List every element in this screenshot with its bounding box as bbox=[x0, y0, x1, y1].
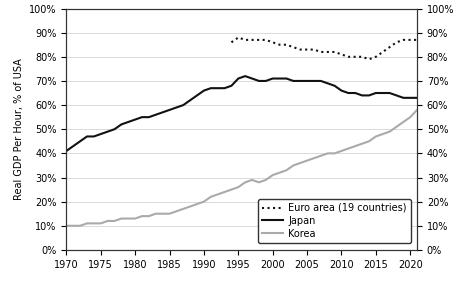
Euro area (19 countries) bbox=[270, 41, 275, 44]
Korea bbox=[414, 108, 420, 112]
Euro area (19 countries) bbox=[338, 53, 344, 56]
Euro area (19 countries) bbox=[283, 43, 289, 46]
Euro area (19 countries) bbox=[277, 43, 283, 46]
Euro area (19 countries) bbox=[291, 45, 296, 49]
Euro area (19 countries) bbox=[332, 50, 337, 54]
Korea bbox=[277, 171, 283, 174]
Line: Euro area (19 countries): Euro area (19 countries) bbox=[231, 37, 417, 59]
Korea bbox=[91, 222, 97, 225]
Korea bbox=[387, 130, 392, 133]
Japan bbox=[297, 79, 303, 83]
Euro area (19 countries) bbox=[407, 38, 413, 41]
Euro area (19 countries) bbox=[325, 50, 330, 54]
Line: Japan: Japan bbox=[66, 76, 417, 151]
Euro area (19 countries) bbox=[387, 45, 392, 49]
Korea bbox=[187, 205, 193, 208]
Japan bbox=[187, 99, 193, 102]
Euro area (19 countries) bbox=[373, 55, 379, 59]
Euro area (19 countries) bbox=[304, 48, 310, 51]
Japan bbox=[283, 77, 289, 80]
Euro area (19 countries) bbox=[249, 38, 255, 41]
Legend: Euro area (19 countries), Japan, Korea: Euro area (19 countries), Japan, Korea bbox=[258, 199, 410, 243]
Japan bbox=[393, 94, 399, 97]
Euro area (19 countries) bbox=[393, 41, 399, 44]
Euro area (19 countries) bbox=[263, 38, 269, 41]
Japan bbox=[414, 96, 420, 99]
Japan bbox=[91, 135, 97, 138]
Euro area (19 countries) bbox=[346, 55, 351, 59]
Euro area (19 countries) bbox=[359, 55, 365, 59]
Euro area (19 countries) bbox=[352, 55, 358, 59]
Euro area (19 countries) bbox=[242, 38, 248, 41]
Korea bbox=[291, 164, 296, 167]
Japan bbox=[228, 84, 234, 87]
Japan bbox=[64, 149, 69, 153]
Y-axis label: Real GDP Per Hour, % of USA: Real GDP Per Hour, % of USA bbox=[14, 58, 24, 200]
Euro area (19 countries) bbox=[236, 36, 241, 39]
Euro area (19 countries) bbox=[380, 50, 385, 54]
Line: Korea: Korea bbox=[66, 110, 417, 226]
Euro area (19 countries) bbox=[401, 38, 406, 41]
Euro area (19 countries) bbox=[366, 57, 372, 61]
Euro area (19 countries) bbox=[311, 48, 317, 51]
Euro area (19 countries) bbox=[414, 38, 420, 41]
Euro area (19 countries) bbox=[297, 48, 303, 51]
Korea bbox=[228, 188, 234, 191]
Japan bbox=[242, 74, 248, 78]
Euro area (19 countries) bbox=[228, 41, 234, 44]
Euro area (19 countries) bbox=[256, 38, 262, 41]
Euro area (19 countries) bbox=[318, 50, 324, 54]
Korea bbox=[64, 224, 69, 227]
